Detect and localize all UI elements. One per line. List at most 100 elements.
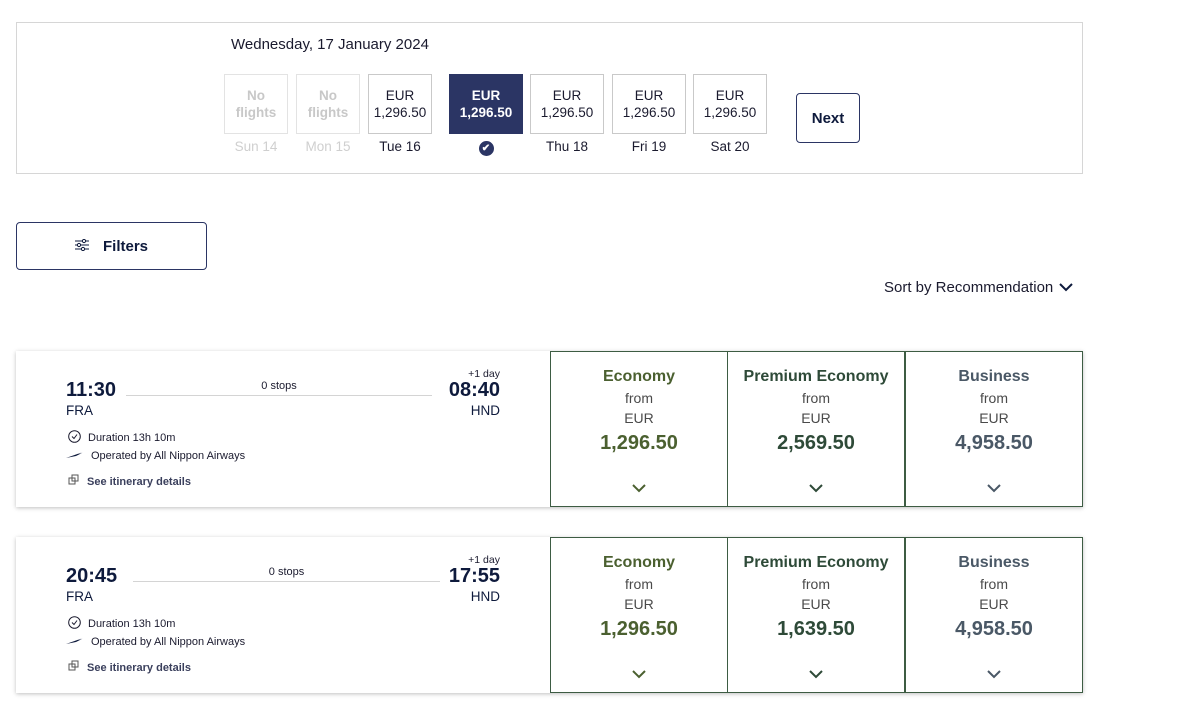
fare-from: from <box>980 576 1008 592</box>
chevron-down-icon[interactable] <box>906 666 1082 684</box>
date-label: Thu 18 <box>545 139 589 154</box>
duration: Duration 13h 10m <box>68 616 175 632</box>
fare-price: 1,296.50 <box>600 618 678 640</box>
date-option: No flights Mon 15 <box>296 74 360 157</box>
filters-button[interactable]: Filters <box>16 222 207 270</box>
date-line2: 1,296.50 <box>459 105 513 120</box>
date-label: Tue 16 <box>379 139 421 154</box>
origin-airport: FRA <box>66 403 93 418</box>
duration-text: Duration 13h 10m <box>88 618 176 630</box>
operator-text: Operated by All Nippon Airways <box>91 636 246 648</box>
fare-class: Economy <box>602 554 675 571</box>
flight-card: 20:45 FRA 0 stops +1 day 17:55 HND Durat… <box>16 537 1083 693</box>
date-line2: 1,296.50 <box>622 105 676 120</box>
itinerary-details-link[interactable]: See itinerary details <box>68 474 191 489</box>
operator-text: Operated by All Nippon Airways <box>91 450 246 462</box>
date-label: Fri 19 <box>631 139 667 154</box>
fare-price: 4,958.50 <box>955 432 1033 454</box>
fare-currency: EUR <box>979 596 1009 612</box>
sort-dropdown[interactable]: Sort by Recommendation <box>884 279 1073 296</box>
clock-icon <box>68 430 81 446</box>
date-line2: 1,296.50 <box>373 105 427 120</box>
chevron-down-icon[interactable] <box>728 666 904 684</box>
sort-label: Sort by Recommendation <box>884 279 1054 296</box>
date-line2: 1,296.50 <box>703 105 757 120</box>
fare-currency: EUR <box>801 596 831 612</box>
external-window-icon <box>68 474 80 489</box>
fare-option[interactable]: Business from EUR 4,958.50 <box>905 537 1083 693</box>
date-option[interactable]: EUR 1,296.50 Sat 20 <box>693 74 767 157</box>
chevron-down-icon[interactable] <box>551 480 727 498</box>
chevron-down-icon[interactable] <box>906 480 1082 498</box>
route-line <box>133 581 440 582</box>
date-option[interactable]: EUR 1,296.50 Fri 19 <box>612 74 686 157</box>
date-option[interactable]: EUR 1,296.50 Thu 18 <box>530 74 604 157</box>
date-option[interactable]: EUR 1,296.50 ✔ <box>449 74 523 157</box>
fare-from: from <box>802 576 830 592</box>
fare-currency: EUR <box>979 410 1009 426</box>
itinerary-details-link[interactable]: See itinerary details <box>68 660 191 675</box>
clock-icon <box>68 616 81 632</box>
itinerary-details-text: See itinerary details <box>87 475 191 488</box>
fare-class: Business <box>958 554 1030 571</box>
fare-option[interactable]: Economy from EUR 1,296.50 <box>550 351 728 507</box>
date-label-wrap: Tue 16 <box>368 139 432 157</box>
date-line1: EUR <box>471 88 501 103</box>
fare-currency: EUR <box>624 410 654 426</box>
date-label: Sat 20 <box>710 139 750 154</box>
chevron-down-icon[interactable] <box>728 480 904 498</box>
fare-price: 2,569.50 <box>777 432 855 454</box>
fare-from: from <box>802 390 830 406</box>
flight-info: 20:45 FRA 0 stops +1 day 17:55 HND Durat… <box>16 537 550 693</box>
fare-option[interactable]: Business from EUR 4,958.50 <box>905 351 1083 507</box>
date-label-wrap: ✔ <box>449 139 523 157</box>
date-price-box: EUR 1,296.50 <box>612 74 686 134</box>
date-price-box: No flights <box>224 74 288 134</box>
fare-option[interactable]: Premium Economy from EUR 1,639.50 <box>727 537 905 693</box>
date-price-box: EUR 1,296.50 <box>530 74 604 134</box>
fare-class: Business <box>958 368 1030 385</box>
route-line <box>126 395 432 396</box>
check-icon: ✔ <box>478 141 494 156</box>
chevron-down-icon[interactable] <box>551 666 727 684</box>
date-line1: EUR <box>715 88 745 103</box>
destination-airport: HND <box>470 589 500 604</box>
date-price-box: EUR 1,296.50 <box>368 74 432 134</box>
date-line1: EUR <box>634 88 664 103</box>
day-offset: +1 day <box>468 368 500 380</box>
date-label: Mon 15 <box>305 139 351 154</box>
fare-class: Premium Economy <box>743 554 889 571</box>
operator: Operated by All Nippon Airways <box>66 450 245 462</box>
operator: Operated by All Nippon Airways <box>66 636 245 648</box>
stops-label: 0 stops <box>268 566 305 578</box>
date-label-wrap: Mon 15 <box>296 139 360 157</box>
airplane-icon <box>66 450 84 462</box>
date-label-wrap: Sun 14 <box>224 139 288 157</box>
stops-label: 0 stops <box>261 380 297 392</box>
selected-date-title: Wednesday, 17 January 2024 <box>231 36 429 53</box>
date-label-wrap: Thu 18 <box>530 139 604 157</box>
next-button[interactable]: Next <box>796 93 860 143</box>
fare-price: 1,296.50 <box>600 432 678 454</box>
destination-airport: HND <box>470 403 500 418</box>
date-label: Sun 14 <box>234 139 278 154</box>
fare-from: from <box>980 390 1008 406</box>
fare-option[interactable]: Premium Economy from EUR 2,569.50 <box>727 351 905 507</box>
date-option: No flights Sun 14 <box>224 74 288 157</box>
airplane-icon <box>66 636 84 648</box>
sliders-icon <box>74 238 89 255</box>
date-line1: EUR <box>552 88 582 103</box>
filters-label: Filters <box>102 237 148 255</box>
duration-text: Duration 13h 10m <box>88 432 176 444</box>
itinerary-details-text: See itinerary details <box>87 661 191 674</box>
date-selector: Wednesday, 17 January 2024 No flights Sun … <box>16 22 1083 174</box>
date-label-wrap: Sat 20 <box>693 139 767 157</box>
fare-price: 4,958.50 <box>955 618 1033 640</box>
date-price-box: EUR 1,296.50 <box>693 74 767 134</box>
date-line2: flights <box>307 105 349 120</box>
date-price-box: No flights <box>296 74 360 134</box>
external-window-icon <box>68 660 80 675</box>
date-line2: 1,296.50 <box>540 105 594 120</box>
date-option[interactable]: EUR 1,296.50 Tue 16 <box>368 74 432 157</box>
fare-option[interactable]: Economy from EUR 1,296.50 <box>550 537 728 693</box>
